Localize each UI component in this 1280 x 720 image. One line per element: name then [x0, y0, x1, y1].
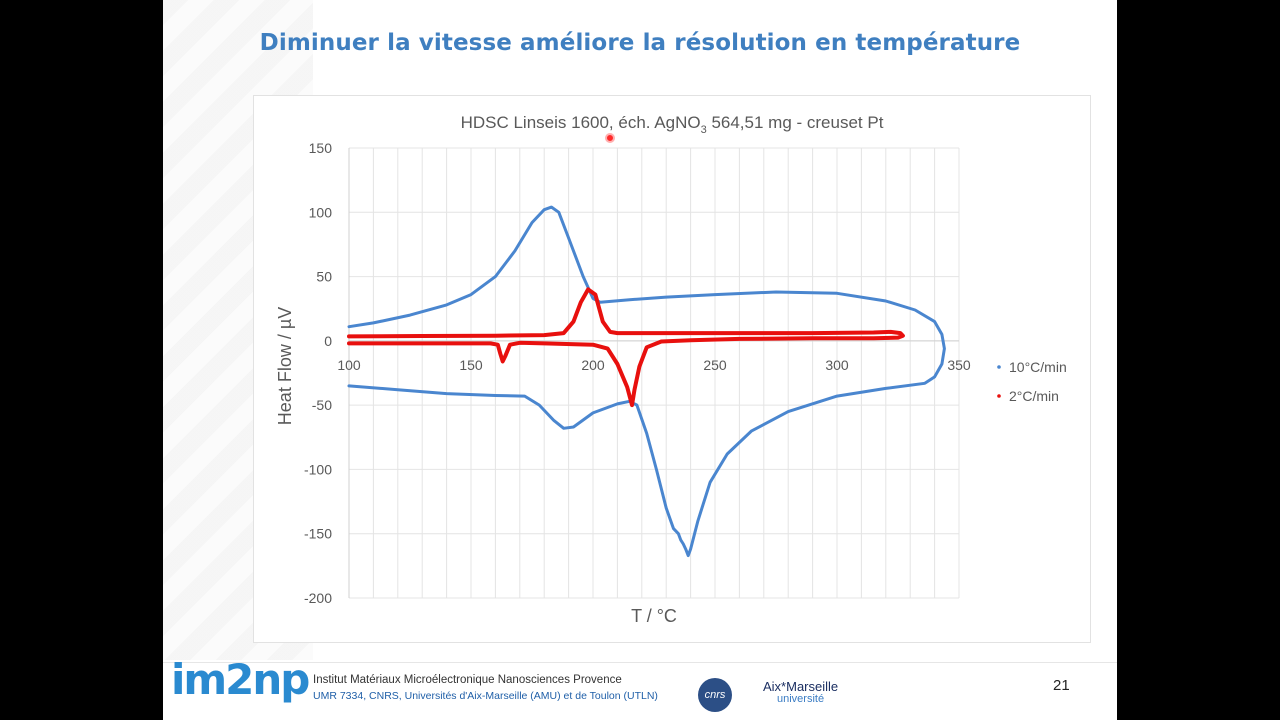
chart-grid: [348, 147, 960, 599]
cnrs-logo: cnrs: [698, 678, 732, 712]
series-line-1: [347, 205, 946, 558]
y-tick-label: -50: [312, 397, 332, 413]
chart-title-rest: 564,51 mg - creuset Pt: [707, 113, 884, 132]
y-tick-label: -150: [304, 526, 332, 542]
y-tick-labels: 150 100 50 0 -50 -100 -150 -200: [304, 140, 332, 606]
x-tick-label: 300: [825, 357, 849, 373]
laser-pointer-dot: [605, 133, 615, 143]
x-tick-label: 200: [581, 357, 605, 373]
chart-title: HDSC Linseis 1600, éch. AgNO3 564,51 mg …: [461, 113, 884, 136]
slide-title: Diminuer la vitesse améliore la résoluti…: [259, 30, 1021, 56]
chart-series: [347, 205, 946, 558]
chart-title-subscript: 3: [701, 124, 707, 136]
x-tick-labels: 100 150 200 250 300 350: [337, 357, 971, 373]
legend-label: 2°C/min: [1009, 388, 1059, 404]
chart-legend: 10°C/min 2°C/min: [997, 359, 1067, 404]
institute-address: UMR 7334, CNRS, Universités d'Aix-Marsei…: [313, 690, 658, 702]
institute-name: Institut Matériaux Microélectronique Nan…: [313, 674, 622, 686]
chart-frame: HDSC Linseis 1600, éch. AgNO3 564,51 mg …: [253, 95, 1091, 643]
y-tick-label: 150: [309, 140, 333, 156]
amu-logo-sub: université: [777, 693, 825, 705]
y-tick-label: 0: [324, 333, 332, 349]
series-line-2: [347, 287, 905, 408]
chart-title-main: HDSC Linseis 1600, éch. AgNO: [461, 113, 701, 132]
y-tick-label: 50: [316, 269, 332, 285]
amu-logo: Aix*Marseille université: [763, 680, 838, 706]
legend-marker: [997, 394, 1001, 398]
imnp-logo: im2np: [171, 655, 310, 704]
slide: Diminuer la vitesse améliore la résoluti…: [163, 0, 1117, 720]
y-tick-label: -100: [304, 461, 332, 477]
chart-axes: [348, 148, 959, 598]
footer-divider: [163, 662, 1117, 663]
x-axis-label: T / °C: [631, 606, 677, 626]
amu-logo-main: Aix*Marseille: [763, 679, 839, 694]
x-tick-label: 250: [703, 357, 727, 373]
y-axis-label: Heat Flow / µV: [275, 307, 295, 425]
y-tick-label: 100: [309, 204, 333, 220]
legend-marker: [997, 365, 1001, 369]
imnp-logo-text: im2np: [171, 655, 310, 704]
page-number: 21: [1053, 677, 1070, 694]
chart-svg: HDSC Linseis 1600, éch. AgNO3 564,51 mg …: [275, 113, 1067, 626]
y-tick-label: -200: [304, 590, 332, 606]
legend-label: 10°C/min: [1009, 359, 1067, 375]
x-tick-label: 350: [947, 357, 971, 373]
x-tick-label: 150: [459, 357, 483, 373]
x-tick-label: 100: [337, 357, 361, 373]
